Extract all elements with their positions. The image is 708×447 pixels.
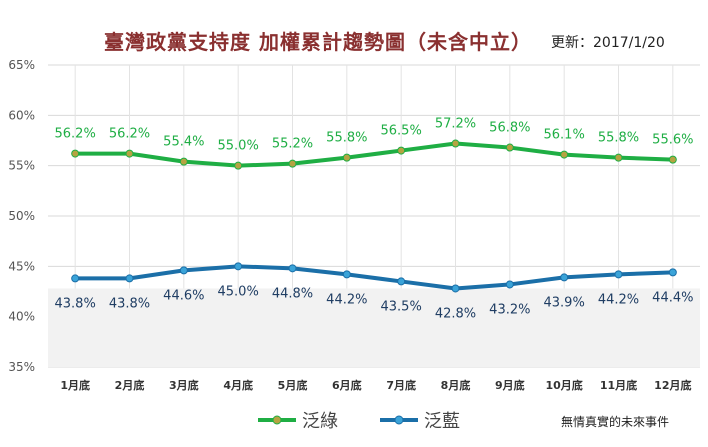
y-tick-label: 60% (8, 108, 35, 122)
x-tick-label: 9月底 (495, 378, 525, 392)
data-point (125, 274, 134, 283)
data-label: 55.8% (326, 131, 367, 146)
y-tick-label: 35% (8, 360, 35, 374)
y-tick-label: 50% (8, 209, 35, 223)
x-tick-label: 1月底 (60, 378, 90, 392)
data-point (179, 266, 188, 275)
data-point (668, 268, 677, 277)
credit-note: 無情真實的未來事件 (561, 415, 670, 429)
data-label: 56.2% (109, 127, 150, 142)
data-point (668, 155, 677, 164)
x-tick-label: 3月底 (169, 378, 199, 392)
data-point (179, 157, 188, 166)
data-point (234, 262, 243, 271)
data-point (125, 149, 134, 158)
data-label: 56.5% (381, 124, 422, 139)
data-label: 43.5% (381, 299, 422, 314)
shaded-band (48, 288, 700, 367)
x-tick-label: 5月底 (278, 378, 308, 392)
x-tick-label: 8月底 (441, 378, 471, 392)
data-label: 55.8% (598, 131, 639, 146)
data-point (397, 277, 406, 286)
series-line-green (75, 141, 673, 168)
legend-swatch-marker (272, 415, 282, 425)
data-label: 57.2% (435, 117, 476, 132)
y-tick-label: 40% (8, 310, 35, 324)
x-tick-label: 10月底 (546, 378, 583, 392)
legend-label: 泛綠 (302, 411, 338, 432)
data-label: 55.6% (652, 133, 693, 148)
data-label: 56.2% (55, 127, 96, 142)
data-label: 56.1% (544, 128, 585, 143)
data-label: 42.8% (435, 306, 476, 321)
x-tick-label: 4月底 (223, 378, 253, 392)
data-point (505, 143, 514, 152)
data-point (614, 270, 623, 279)
x-tick-label: 11月底 (600, 378, 637, 392)
data-point (234, 161, 243, 170)
data-label: 55.4% (163, 135, 204, 150)
y-tick-label: 65% (8, 58, 35, 72)
data-label: 55.2% (272, 137, 313, 152)
data-point (505, 280, 514, 289)
data-label: 43.8% (55, 296, 96, 311)
data-label: 55.0% (218, 139, 259, 154)
data-label: 43.2% (489, 302, 530, 317)
y-tick-label: 55% (8, 159, 35, 173)
x-tick-label: 6月底 (332, 378, 362, 392)
data-label: 44.2% (326, 292, 367, 307)
data-point (71, 274, 80, 283)
data-point (451, 139, 460, 148)
data-label: 56.8% (489, 121, 530, 136)
data-point (71, 149, 80, 158)
data-point (451, 284, 460, 293)
data-label: 44.4% (652, 290, 693, 305)
legend-label: 泛藍 (424, 411, 460, 432)
data-point (342, 270, 351, 279)
data-point (614, 153, 623, 162)
chart-title-bar: 臺灣政黨支持度 加權累計趨勢圖（未含中立） 更新：2017/1/20 (0, 20, 708, 56)
series-line-blue (75, 264, 673, 291)
chart-title: 臺灣政黨支持度 加權累計趨勢圖（未含中立） (104, 30, 532, 54)
data-point (560, 150, 569, 159)
y-tick-label: 45% (8, 259, 35, 273)
data-point (397, 146, 406, 155)
data-label: 43.9% (544, 295, 585, 310)
data-label: 44.2% (598, 292, 639, 307)
legend-swatch-marker (394, 415, 404, 425)
data-label: 44.8% (272, 286, 313, 301)
x-tick-label: 12月底 (654, 378, 691, 392)
data-label: 44.6% (163, 288, 204, 303)
data-point (288, 159, 297, 168)
x-tick-label: 2月底 (115, 378, 145, 392)
data-point (560, 273, 569, 282)
chart-subtitle: 更新：2017/1/20 (551, 35, 665, 51)
data-point (342, 153, 351, 162)
data-point (288, 264, 297, 273)
x-tick-label: 7月底 (386, 378, 416, 392)
data-label: 45.0% (218, 284, 259, 299)
data-label: 43.8% (109, 296, 150, 311)
